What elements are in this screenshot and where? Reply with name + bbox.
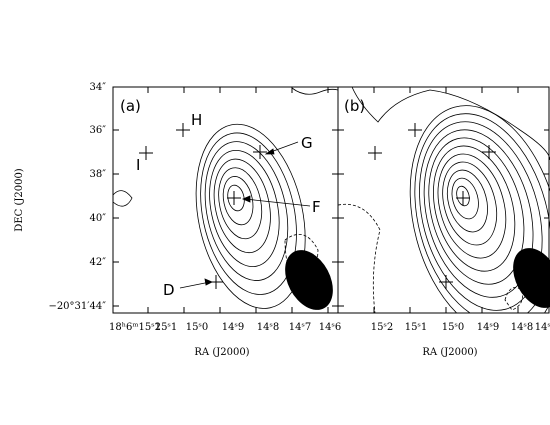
contour (423, 129, 534, 298)
panel-label: (b) (344, 97, 365, 115)
x-tick-label: 14ˢ7 (289, 322, 311, 333)
contour (227, 184, 245, 212)
x-tick-label: 14ˢ8 (511, 322, 533, 333)
y-tick-label: 42″ (90, 257, 107, 268)
y-tick-label: 36″ (90, 125, 107, 136)
y-tick-label: 38″ (90, 169, 107, 180)
panel-label: (a) (120, 97, 141, 115)
contour (446, 169, 488, 233)
x-axis-label: RA (J2000) (422, 347, 477, 358)
contour (414, 113, 550, 313)
panel-frame (337, 86, 550, 314)
contour (433, 145, 516, 272)
x-tick-label: 18ʰ6ᵐ15ˢ2 (109, 322, 161, 333)
x-tick-label: 15ˢ1 (405, 322, 427, 333)
contour (338, 203, 381, 313)
contour (409, 105, 550, 313)
contour (428, 137, 525, 285)
contour (218, 167, 263, 240)
y-tick-label: 40″ (90, 213, 107, 224)
x-tick-label: 14ˢ7 (535, 322, 550, 333)
x-tick-label: 14ˢ6 (319, 322, 341, 333)
contour (195, 123, 306, 309)
contour (437, 153, 507, 259)
contour (209, 149, 280, 268)
source-label: F (312, 198, 321, 216)
source-label: I (136, 156, 140, 174)
contour (222, 176, 254, 226)
beam (285, 250, 333, 310)
contour (204, 141, 289, 281)
contour (213, 158, 271, 254)
y-tick-label: 34″ (90, 82, 107, 93)
y-axis-label: DEC (J2000) (14, 168, 25, 232)
x-tick-label: 15ˢ0 (186, 322, 208, 333)
source-label: D (163, 281, 175, 299)
contour (442, 161, 498, 246)
arrows (179, 141, 311, 289)
x-tick-label: 14ˢ9 (222, 322, 244, 333)
x-tick-label: 14ˢ9 (477, 322, 499, 333)
y-tick-label: −20°31′44″ (48, 301, 106, 312)
contour (419, 121, 543, 311)
x-axis-label: RA (J2000) (194, 347, 249, 358)
x-tick-label: 15ˢ0 (442, 322, 464, 333)
x-tick-label: 14ˢ8 (257, 322, 279, 333)
contour (451, 177, 479, 220)
x-tick-label: 15ˢ1 (155, 322, 177, 333)
source-label: G (301, 134, 313, 152)
source-label: H (191, 111, 202, 129)
contour (504, 287, 523, 311)
panel-a-contours (113, 87, 338, 310)
contour (113, 190, 133, 207)
x-tick-label: 15ˢ2 (371, 322, 393, 333)
contour (351, 87, 550, 161)
contour (291, 87, 338, 95)
